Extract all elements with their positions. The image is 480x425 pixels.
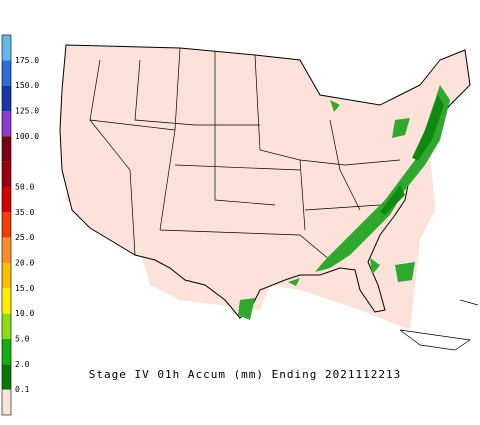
legend-label: 5.0 bbox=[15, 335, 30, 344]
legend-frame bbox=[1, 34, 12, 416]
legend-swatch bbox=[2, 35, 11, 61]
legend-swatch bbox=[2, 263, 11, 289]
legend-swatch bbox=[2, 288, 11, 314]
legend-label: 10.0 bbox=[15, 309, 34, 318]
precipitation bbox=[238, 85, 450, 320]
precip-patches bbox=[238, 100, 415, 320]
legend-label: 50.0 bbox=[15, 183, 34, 192]
legend-swatch bbox=[2, 85, 11, 111]
legend-label: 175.0 bbox=[15, 56, 39, 65]
legend-label: 0.1 bbox=[15, 385, 30, 394]
legend-swatch bbox=[2, 313, 11, 339]
legend-label: 2.0 bbox=[15, 360, 30, 369]
legend-swatch bbox=[2, 187, 11, 213]
legend-label: 125.0 bbox=[15, 107, 39, 116]
legend-swatch bbox=[2, 237, 11, 263]
conus-outline bbox=[59, 44, 471, 319]
legend-swatch bbox=[2, 364, 11, 390]
legend: 175.0 150.0 125.0 100.0 50.0 35.0 25.0 20.0 15.0… bbox=[2, 35, 39, 415]
legend-swatch bbox=[2, 339, 11, 365]
precip-core bbox=[380, 95, 444, 215]
map-title: Stage IV 01h Accum (mm) Ending 202111221… bbox=[89, 368, 402, 381]
legend-swatch bbox=[2, 161, 11, 187]
legend-swatch bbox=[2, 60, 11, 86]
legend-label: 100.0 bbox=[15, 132, 39, 141]
legend-swatch bbox=[2, 389, 11, 415]
legend-swatch bbox=[2, 111, 11, 137]
legend-label: 20.0 bbox=[15, 259, 34, 268]
legend-swatch bbox=[2, 136, 11, 162]
legend-swatch bbox=[2, 212, 11, 238]
legend-label: 150.0 bbox=[15, 81, 39, 90]
legend-label: 25.0 bbox=[15, 233, 34, 242]
legend-label: 35.0 bbox=[15, 208, 34, 217]
legend-label: 15.0 bbox=[15, 284, 34, 293]
